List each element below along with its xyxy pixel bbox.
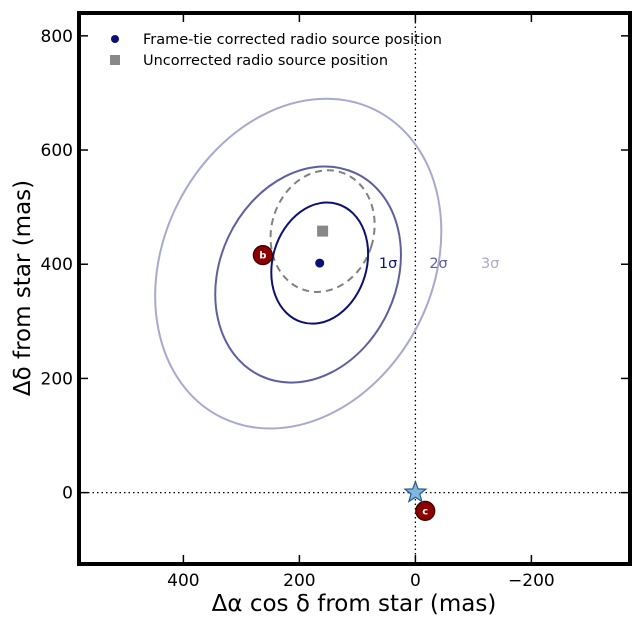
legend-marker-corrected	[111, 35, 119, 43]
x-tick-label: 400	[167, 571, 199, 591]
uncorrected-position-marker	[317, 225, 329, 237]
x-tick-label: 200	[283, 571, 315, 591]
ellipse-uncorrected	[269, 169, 376, 293]
y-tick-label: 800	[41, 27, 73, 47]
sigma-label-1-sigma: 1σ	[379, 256, 397, 272]
ticks: 400 200 0 −200 0 200 400 600 800	[41, 13, 630, 591]
x-axis-label: Δα cos δ from star (mas)	[212, 591, 497, 617]
y-tick-label: 600	[41, 141, 73, 161]
star-icon	[403, 479, 428, 503]
source-marker-label-b: b	[259, 251, 266, 262]
ellipse-2-sigma	[214, 165, 402, 384]
y-tick-label: 0	[62, 484, 73, 504]
corrected-position-marker	[315, 258, 325, 268]
ellipse-3-sigma	[154, 97, 443, 430]
source-marker-c	[415, 500, 436, 521]
x-tick-label: −200	[508, 571, 555, 591]
y-tick-label: 400	[41, 255, 73, 275]
plot-frame	[77, 11, 632, 566]
sigma-label-2-sigma: 2σ	[429, 256, 447, 272]
source-marker-b	[252, 244, 273, 266]
legend-marker-uncorrected	[110, 55, 120, 65]
legend-label: Uncorrected radio source position	[143, 53, 388, 69]
y-tick-label: 200	[41, 369, 73, 389]
ellipse-1-sigma	[270, 201, 370, 325]
legend-label: Frame-tie corrected radio source positio…	[143, 32, 442, 48]
x-tick-label: 0	[410, 571, 421, 591]
legend: Frame-tie corrected radio source positio…	[110, 32, 442, 69]
source-marker-label-c: c	[422, 506, 428, 517]
y-axis-label: Δδ from star (mas)	[10, 180, 36, 396]
sigma-label-3-sigma: 3σ	[481, 256, 499, 272]
plot-area: 1σ 2σ 3σ b c	[79, 13, 630, 564]
